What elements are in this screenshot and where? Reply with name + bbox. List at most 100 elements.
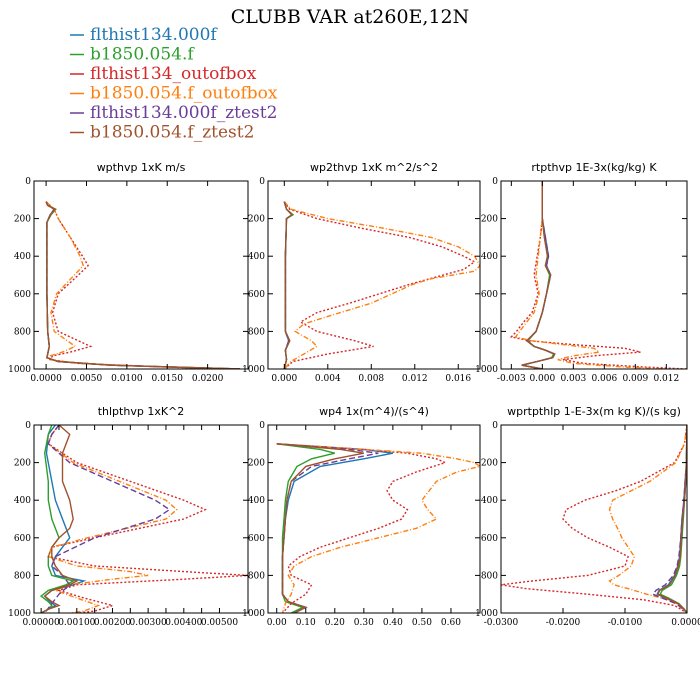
panel-4: thlpthvp 1xK^2 0.000000.001000.002000.003… [8,405,249,628]
y-tick-label: 800 [14,327,31,337]
x-tick-label: 0.30 [354,618,374,628]
x-tick-label: 0.00 [267,618,287,628]
x-tick-label: 0.0200 [192,374,224,384]
y-tick-label: 1000 [475,365,498,375]
x-tick-label: -0.003 [497,374,526,384]
x-tick-label: 0.0000 [671,618,700,628]
x-tick-label: 0.20 [325,618,345,628]
series-line [501,425,687,613]
series-line [45,201,240,369]
y-tick-label: 400 [481,252,498,262]
series-line [40,425,87,613]
x-tick-label: 0.00000 [23,618,60,628]
series-line [47,425,178,613]
x-tick-label: 0.004 [315,374,341,384]
series-line [45,201,240,369]
series-line [276,443,335,613]
y-tick-label: 0 [259,421,265,431]
panel-title: wpthvp 1xK m/s [97,161,186,174]
y-tick-label: 0 [492,421,498,431]
panel-2: wp2thvp 1xK m^2/s^2 0.000 0.004 0.008 0.012 0… [242,161,481,384]
legend-entry: b1850.054.f_ztest2 [90,123,254,143]
x-tick-label: 0.50 [412,618,432,628]
panel-6: wprtpthlp 1-E-3x(m kg K)/(s kg) -0.0300 -0… [475,405,700,628]
series-line [45,201,240,369]
y-tick-label: 0 [25,421,31,431]
x-tick-label: 0.0150 [151,374,183,384]
y-tick-label: 200 [14,215,31,225]
figure-title: CLUBB VAR at260E,12N [231,6,470,28]
x-tick-label: 0.0000 [30,374,62,384]
series-line [509,181,687,369]
series-line [45,201,240,369]
y-tick-label: 800 [248,327,265,337]
x-tick-label: 0.00100 [58,618,95,628]
y-tick-label: 400 [248,252,265,262]
y-tick-label: 800 [481,571,498,581]
x-tick-label: 0.0050 [71,374,103,384]
series-line [276,443,448,613]
series-line [514,181,667,369]
plot-frame [33,424,249,614]
y-tick-label: 800 [14,571,31,581]
x-tick-label: 0.00400 [165,618,202,628]
x-tick-label: 0.000 [529,374,555,384]
series-line [276,443,364,613]
y-tick-label: 0 [492,177,498,187]
x-tick-label: 0.008 [358,374,384,384]
y-tick-label: 1000 [242,609,265,619]
y-tick-label: 600 [248,290,265,300]
plot-frame [267,180,481,370]
plot-frame [33,180,249,370]
plot-frame [267,424,481,614]
panel-title: wp2thvp 1xK m^2/s^2 [310,161,438,174]
x-tick-label: 0.10 [296,618,316,628]
y-tick-label: 1000 [475,609,498,619]
series-line [40,425,79,613]
y-tick-label: 200 [14,459,31,469]
panel-3: rtpthvp 1E-3x(kg/kg) K -0.003 0.000 0.003 0.… [475,161,688,384]
y-tick-label: 400 [248,496,265,506]
y-tick-label: 600 [481,290,498,300]
legend-entry: flthist134.000f_ztest2 [90,103,277,123]
legend: flthist134.000fb1850.054.fflthist134_out… [70,25,278,143]
panel-title: rtpthvp 1E-3x(kg/kg) K [531,161,657,174]
series-line [283,201,476,369]
x-tick-label: -0.0100 [608,618,643,628]
series-line [283,201,480,369]
panel-5: wp4 1x(m^4)/(s^4) 0.00 0.10 0.20 0.30 0.40 0.5… [242,405,481,628]
y-tick-label: 200 [481,459,498,469]
series-line [39,425,76,613]
series-line [47,425,248,613]
y-tick-label: 0 [259,177,265,187]
legend-entry: flthist134.000f [90,25,218,45]
x-tick-label: 0.009 [622,374,648,384]
x-tick-label: 0.00200 [94,618,131,628]
x-tick-label: 0.00500 [201,618,238,628]
y-tick-label: 800 [248,571,265,581]
y-tick-label: 0 [25,177,31,187]
x-tick-label: 0.016 [445,374,471,384]
y-tick-label: 200 [248,215,265,225]
legend-entry: b1850.054.f [90,45,195,65]
y-tick-label: 200 [248,459,265,469]
panel-1: wpthvp 1xK m/s 0.0000 0.0050 0.0100 0.0150 0.… [8,161,249,384]
x-tick-label: 0.40 [383,618,403,628]
y-tick-label: 600 [481,534,498,544]
panel-title: thlpthvp 1xK^2 [98,405,185,418]
series-line [521,181,556,369]
y-tick-label: 1000 [8,609,31,619]
panel-title: wp4 1x(m^4)/(s^4) [319,405,429,418]
panels: wpthvp 1xK m/s0.0000 0.0050 0.0100 0.0150 0.… [8,161,700,628]
plot-frame [500,424,688,614]
x-tick-label: 0.012 [402,374,428,384]
series-line [276,443,394,613]
series-line [283,201,293,369]
x-tick-label: 0.012 [653,374,679,384]
x-tick-label: 0.000 [271,374,297,384]
series-line [45,201,240,369]
y-tick-label: 200 [481,215,498,225]
panel-title: wprtpthlp 1-E-3x(m kg K)/(s kg) [507,405,681,418]
y-tick-label: 400 [14,252,31,262]
